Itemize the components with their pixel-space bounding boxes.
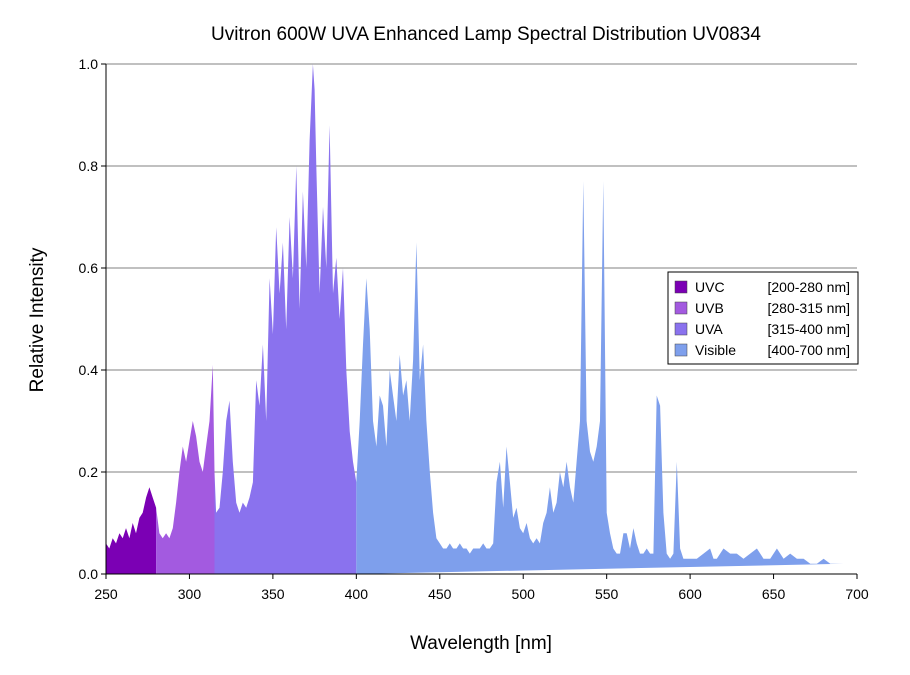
x-tick-label-250: 250 [94, 586, 118, 602]
legend-label-uvb: UVB [695, 300, 724, 316]
legend-swatch-uvb [674, 301, 688, 315]
legend-swatch-visible [674, 343, 688, 357]
legend: UVC [200-280 nm] UVB [280-315 nm] UVA [315-40… [667, 271, 859, 365]
legend-range-uvb: [280-315 nm] [768, 300, 851, 316]
y-tick-label-0.2: 0.2 [79, 464, 99, 480]
spectrum-areas [106, 64, 844, 575]
x-axis-label: Wavelength [nm] [410, 633, 552, 654]
x-tick-label-500: 500 [512, 586, 536, 602]
legend-label-uvc: UVC [695, 279, 725, 295]
gridlines [106, 63, 857, 473]
area-visible [356, 181, 844, 575]
legend-swatch-uvc [674, 280, 688, 294]
y-tick-label-0.6: 0.6 [79, 260, 99, 276]
y-tick-label-0.8: 0.8 [79, 158, 99, 174]
x-tick-label-350: 350 [261, 586, 285, 602]
legend-box [667, 271, 859, 365]
legend-range-uva: [315-400 nm] [768, 321, 851, 337]
tick-labels: 250 300 350 400 450 500 550 600 650 700 0.0 0.2 0.4 0… [79, 56, 869, 602]
x-tick-label-700: 700 [845, 586, 869, 602]
x-tick-label-550: 550 [595, 586, 619, 602]
legend-swatch-uva [674, 322, 688, 336]
axes [105, 64, 857, 575]
legend-label-uva: UVA [695, 321, 723, 337]
legend-label-visible: Visible [695, 342, 736, 358]
chart-title: Uvitron 600W UVA Enhanced Lamp Spectral … [211, 24, 761, 45]
y-axis-label: Relative Intensity [27, 247, 48, 392]
x-tick-label-400: 400 [345, 586, 369, 602]
legend-range-uvc: [200-280 nm] [768, 279, 851, 295]
x-tick-label-600: 600 [678, 586, 702, 602]
x-tick-label-300: 300 [178, 586, 202, 602]
y-tick-label-1.0: 1.0 [79, 56, 99, 72]
legend-range-visible: [400-700 nm] [768, 342, 851, 358]
area-uvb [156, 364, 215, 574]
y-tick-label-0.4: 0.4 [79, 362, 99, 378]
x-tick-label-450: 450 [428, 586, 452, 602]
area-uva [214, 64, 357, 574]
area-uvc [106, 487, 157, 574]
x-tick-label-650: 650 [762, 586, 786, 602]
y-tick-label-0.0: 0.0 [79, 566, 99, 582]
